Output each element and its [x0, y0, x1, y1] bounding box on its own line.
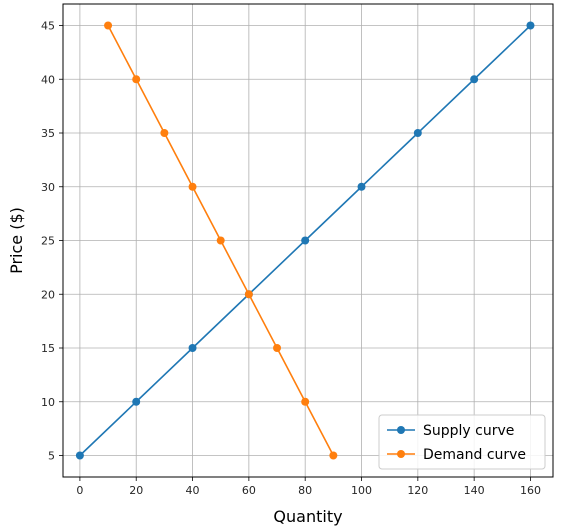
x-tick-label: 20: [129, 484, 143, 497]
demand-curve-point: [104, 21, 113, 30]
y-tick-label: 30: [41, 181, 55, 194]
supply-curve-point: [357, 182, 366, 191]
demand-curve-point: [188, 182, 197, 191]
y-tick-label: 20: [41, 288, 55, 301]
legend-supply-curve-marker: [397, 426, 405, 434]
legend: Supply curve Demand curve: [378, 414, 546, 470]
demand-curve-point: [273, 344, 282, 352]
legend-supply-curve-label: Supply curve: [423, 423, 514, 439]
x-tick-label: 100: [351, 484, 372, 497]
demand-curve-point: [160, 129, 169, 137]
supply-curve-point: [413, 129, 422, 137]
supply-curve-point: [75, 451, 84, 460]
ticks: 0 20 40 60 80 100 120 140 160 5 10 15 20 25 30 35 40 45: [41, 20, 541, 498]
demand-curve-series: [104, 21, 338, 460]
y-tick-label: 35: [41, 127, 55, 140]
x-tick-label: 120: [407, 484, 428, 497]
y-tick-label: 10: [41, 396, 55, 409]
series-layer: [75, 21, 535, 460]
x-tick-label: 140: [464, 484, 485, 497]
legend-box: [378, 414, 546, 470]
demand-curve-point: [329, 451, 338, 460]
y-tick-label: 25: [41, 235, 55, 248]
supply-curve-point: [301, 236, 310, 245]
supply-curve-point: [132, 397, 141, 406]
x-axis-label: Quantity: [273, 507, 342, 526]
demand-curve-point: [244, 290, 253, 299]
y-tick-label: 5: [48, 450, 55, 463]
y-axis-label: Price ($): [7, 207, 26, 274]
demand-curve-point: [301, 397, 310, 406]
y-tick-label: 45: [41, 20, 55, 33]
x-tick-label: 40: [186, 484, 200, 497]
demand-curve-point: [216, 236, 225, 245]
x-tick-label: 80: [298, 484, 312, 497]
supply-curve-point: [470, 75, 479, 84]
supply-curve-point: [188, 344, 197, 352]
legend-demand-curve-marker: [397, 450, 405, 458]
x-tick-label: 0: [76, 484, 83, 497]
y-tick-label: 15: [41, 342, 55, 355]
x-tick-label: 60: [242, 484, 256, 497]
supply-curve-point: [526, 21, 535, 30]
demand-curve-point: [132, 75, 141, 84]
x-tick-label: 160: [520, 484, 541, 497]
legend-demand-curve-label: Demand curve: [423, 447, 526, 463]
y-tick-label: 40: [41, 73, 55, 86]
